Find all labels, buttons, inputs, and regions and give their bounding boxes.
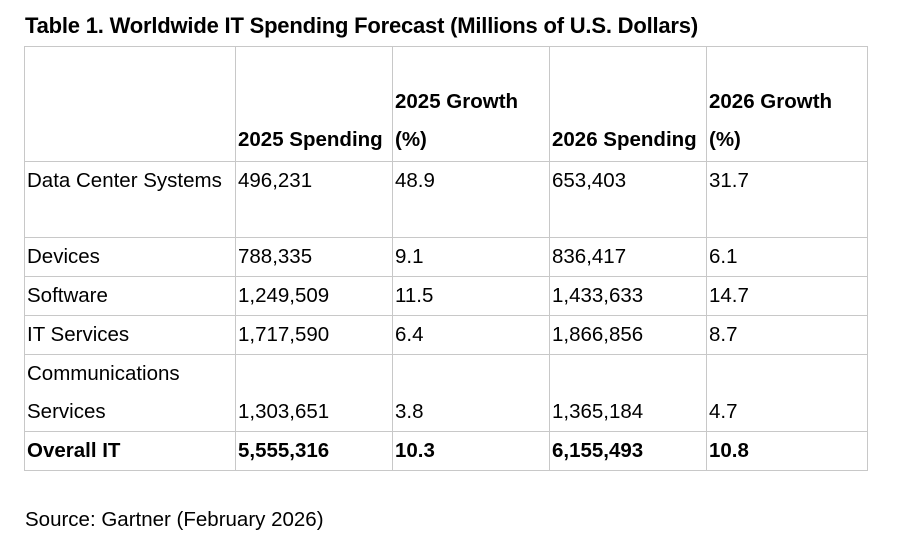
growth-2026-cell: 14.7 xyxy=(706,276,868,316)
total-spending-2026-cell: 6,155,493 xyxy=(549,431,707,471)
total-spending-2025-cell: 5,555,316 xyxy=(235,431,393,471)
segment-cell: Software xyxy=(24,276,236,316)
total-growth-2026-cell: 10.8 xyxy=(706,431,868,471)
spending-2025-cell: 496,231 xyxy=(235,161,393,238)
segment-cell: Devices xyxy=(24,237,236,277)
spending-2026-cell: 1,365,184 xyxy=(549,354,707,432)
growth-2026-cell: 8.7 xyxy=(706,315,868,355)
total-segment-cell: Overall IT xyxy=(24,431,236,471)
growth-2026-cell: 4.7 xyxy=(706,354,868,432)
growth-2025-cell: 3.8 xyxy=(392,354,550,432)
source-note: Source: Gartner (February 2026) xyxy=(25,508,324,531)
header-2025-growth: 2025 Growth (%) xyxy=(392,46,550,162)
spending-2025-cell: 788,335 xyxy=(235,237,393,277)
it-spending-table: 2025 Spending 2025 Growth (%) 2026 Spend… xyxy=(24,46,868,471)
header-segment xyxy=(24,46,236,162)
segment-cell: IT Services xyxy=(24,315,236,355)
header-row: 2025 Spending 2025 Growth (%) 2026 Spend… xyxy=(24,46,868,162)
spending-2026-cell: 836,417 xyxy=(549,237,707,277)
growth-2025-cell: 6.4 xyxy=(392,315,550,355)
header-2026-spending: 2026 Spending xyxy=(549,46,707,162)
table-title: Table 1. Worldwide IT Spending Forecast … xyxy=(25,13,698,38)
growth-2025-cell: 11.5 xyxy=(392,276,550,316)
spending-2025-cell: 1,303,651 xyxy=(235,354,393,432)
growth-2025-cell: 48.9 xyxy=(392,161,550,238)
table-row: Devices 788,335 9.1 836,417 6.1 xyxy=(24,237,868,277)
table-row: IT Services 1,717,590 6.4 1,866,856 8.7 xyxy=(24,315,868,355)
header-2025-spending: 2025 Spending xyxy=(235,46,393,162)
table-row: Software 1,249,509 11.5 1,433,633 14.7 xyxy=(24,276,868,316)
table-row: Communications Services 1,303,651 3.8 1,… xyxy=(24,354,868,432)
spending-2026-cell: 1,433,633 xyxy=(549,276,707,316)
table-row: Data Center Systems 496,231 48.9 653,403… xyxy=(24,161,868,238)
spending-2026-cell: 653,403 xyxy=(549,161,707,238)
spending-2026-cell: 1,866,856 xyxy=(549,315,707,355)
segment-cell: Data Center Systems xyxy=(24,161,236,238)
header-2026-growth: 2026 Growth (%) xyxy=(706,46,868,162)
spending-2025-cell: 1,249,509 xyxy=(235,276,393,316)
growth-2026-cell: 6.1 xyxy=(706,237,868,277)
total-row: Overall IT 5,555,316 10.3 6,155,493 10.8 xyxy=(24,431,868,471)
growth-2026-cell: 31.7 xyxy=(706,161,868,238)
total-growth-2025-cell: 10.3 xyxy=(392,431,550,471)
segment-cell: Communications Services xyxy=(24,354,236,432)
growth-2025-cell: 9.1 xyxy=(392,237,550,277)
spending-2025-cell: 1,717,590 xyxy=(235,315,393,355)
